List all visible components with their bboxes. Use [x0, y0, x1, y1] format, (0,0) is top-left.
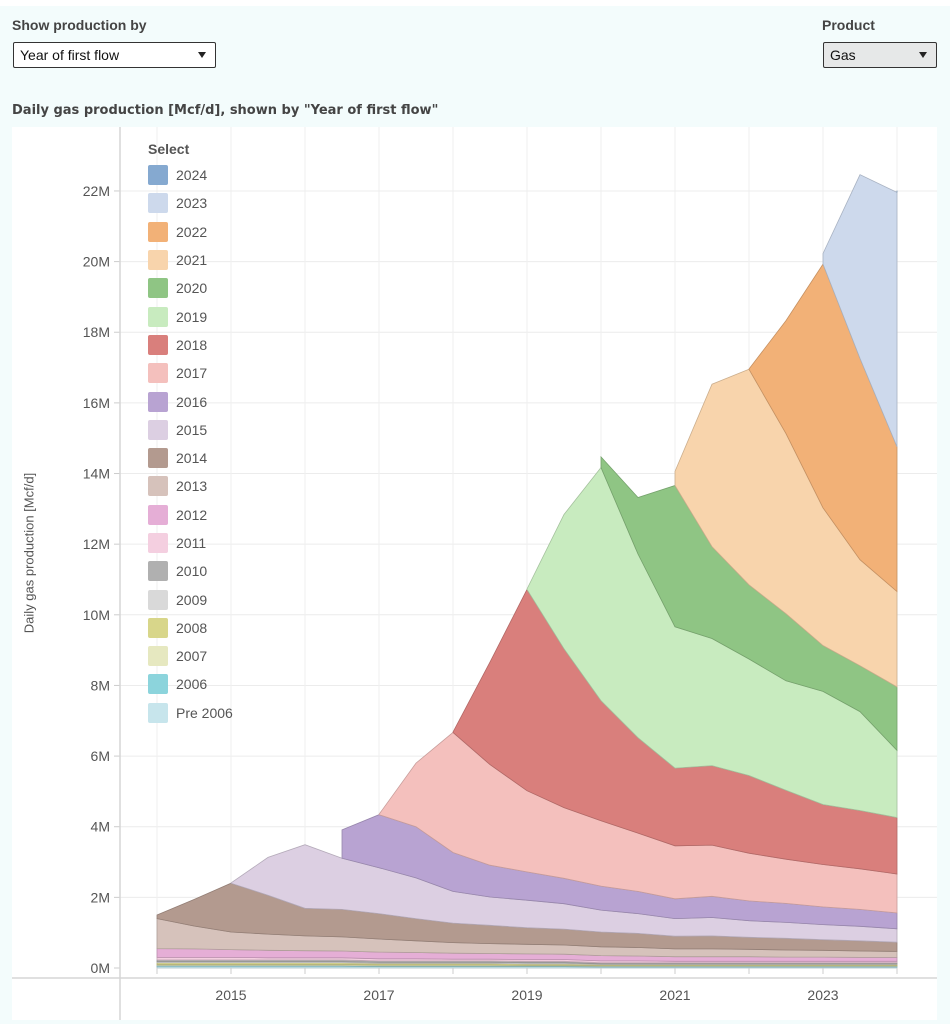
- legend-swatch: [148, 448, 168, 469]
- y-tick-label: 4M: [91, 819, 110, 835]
- legend-swatch: [148, 533, 168, 553]
- x-tick-label: 2015: [215, 987, 246, 1003]
- legend-item-2017[interactable]: 2017: [148, 359, 233, 387]
- product-select[interactable]: Gas: [823, 42, 937, 68]
- legend-swatch: [148, 306, 168, 327]
- x-tick-label: 2017: [363, 987, 394, 1003]
- legend-label: 2024: [176, 167, 208, 184]
- y-tick-label: 12M: [83, 536, 110, 552]
- legend-item-2023[interactable]: 2023: [148, 189, 233, 217]
- y-tick-label: 0M: [91, 960, 110, 976]
- legend: Select 2024 2023 2022 2021 2020 2019 2018 2017 2…: [148, 141, 233, 727]
- product-value: Gas: [830, 47, 856, 63]
- legend-label: 2011: [176, 535, 207, 551]
- legend-label: 2010: [176, 563, 208, 580]
- legend-item-2011[interactable]: 2011: [148, 529, 233, 557]
- legend-item-2022[interactable]: 2022: [148, 218, 233, 246]
- x-tick-label: 2023: [807, 987, 838, 1003]
- legend-item-2019[interactable]: 2019: [148, 302, 233, 330]
- y-tick-label: 10M: [83, 607, 110, 623]
- y-tick-label: 6M: [91, 748, 110, 764]
- show-by-label: Show production by: [12, 17, 147, 33]
- chevron-down-icon: [198, 52, 206, 58]
- legend-swatch: [148, 278, 168, 299]
- show-by-select[interactable]: Year of first flow: [13, 42, 216, 68]
- legend-label: 2008: [176, 619, 208, 636]
- legend-label: 2021: [176, 252, 208, 269]
- legend-swatch: [148, 504, 168, 525]
- legend-swatch: [148, 221, 168, 242]
- legend-swatch: [148, 363, 168, 384]
- x-tick-label: 2019: [511, 987, 542, 1003]
- legend-label: 2017: [176, 365, 208, 382]
- legend-item-pre-2006[interactable]: Pre 2006: [148, 699, 233, 727]
- legend-item-2016[interactable]: 2016: [148, 387, 233, 415]
- y-tick-label: 16M: [83, 395, 110, 411]
- legend-item-2012[interactable]: 2012: [148, 501, 233, 529]
- legend-label: 2012: [176, 506, 208, 523]
- legend-item-2018[interactable]: 2018: [148, 331, 233, 359]
- chart-title: Daily gas production [Mcf/d], shown by "…: [12, 103, 439, 118]
- legend-item-2015[interactable]: 2015: [148, 416, 233, 444]
- legend-label: 2020: [176, 280, 208, 297]
- legend-label: Pre 2006: [176, 704, 233, 721]
- legend-items: 2024 2023 2022 2021 2020 2019 2018 2017 2016 2015…: [148, 161, 233, 727]
- legend-swatch: [148, 193, 168, 214]
- legend-item-2006[interactable]: 2006: [148, 670, 233, 698]
- legend-swatch: [148, 646, 168, 667]
- legend-swatch: [148, 617, 168, 638]
- top-strip: [0, 0, 950, 6]
- product-label: Product: [822, 17, 875, 33]
- legend-label: 2018: [176, 336, 208, 353]
- y-tick-label: 14M: [83, 466, 110, 482]
- legend-item-2024[interactable]: 2024: [148, 161, 233, 189]
- y-tick-label: 20M: [83, 254, 110, 270]
- area-2023: [822, 174, 898, 447]
- legend-label: 2015: [176, 421, 208, 438]
- legend-swatch: [148, 561, 168, 582]
- area-2022: [748, 263, 898, 593]
- legend-item-2013[interactable]: 2013: [148, 472, 233, 500]
- area-layers: [156, 174, 898, 969]
- legend-title: Select: [148, 141, 190, 157]
- legend-item-2020[interactable]: 2020: [148, 274, 233, 302]
- legend-label: 2007: [176, 648, 208, 665]
- y-tick-label: 22M: [83, 183, 110, 199]
- legend-label: 2009: [176, 591, 208, 608]
- legend-swatch: [148, 334, 168, 355]
- show-by-value: Year of first flow: [20, 47, 120, 63]
- legend-swatch: [148, 674, 168, 695]
- legend-label: 2006: [176, 676, 208, 693]
- legend-label: 2023: [176, 195, 208, 212]
- legend-label: 2013: [176, 478, 208, 495]
- x-tick-label: 2021: [659, 987, 690, 1003]
- chevron-down-icon: [919, 52, 927, 58]
- legend-label: 2016: [176, 393, 208, 410]
- legend-item-2021[interactable]: 2021: [148, 246, 233, 274]
- legend-item-2010[interactable]: 2010: [148, 557, 233, 585]
- legend-swatch: [148, 250, 168, 271]
- legend-swatch: [148, 476, 168, 497]
- y-tick-label: 2M: [91, 889, 110, 905]
- legend-swatch: [148, 419, 168, 440]
- legend-item-2007[interactable]: 2007: [148, 642, 233, 670]
- legend-swatch: [148, 589, 168, 610]
- y-tick-label: 18M: [83, 324, 110, 340]
- y-tick-label: 8M: [91, 677, 110, 693]
- legend-item-2008[interactable]: 2008: [148, 614, 233, 642]
- legend-swatch: [148, 165, 168, 186]
- legend-label: 2022: [176, 223, 208, 240]
- legend-label: 2014: [176, 450, 208, 467]
- y-axis-title: Daily gas production [Mcf/d]: [21, 472, 37, 634]
- legend-swatch: [148, 391, 168, 412]
- legend-swatch: [148, 702, 168, 723]
- legend-label: 2019: [176, 308, 208, 325]
- legend-item-2014[interactable]: 2014: [148, 444, 233, 472]
- legend-item-2009[interactable]: 2009: [148, 585, 233, 613]
